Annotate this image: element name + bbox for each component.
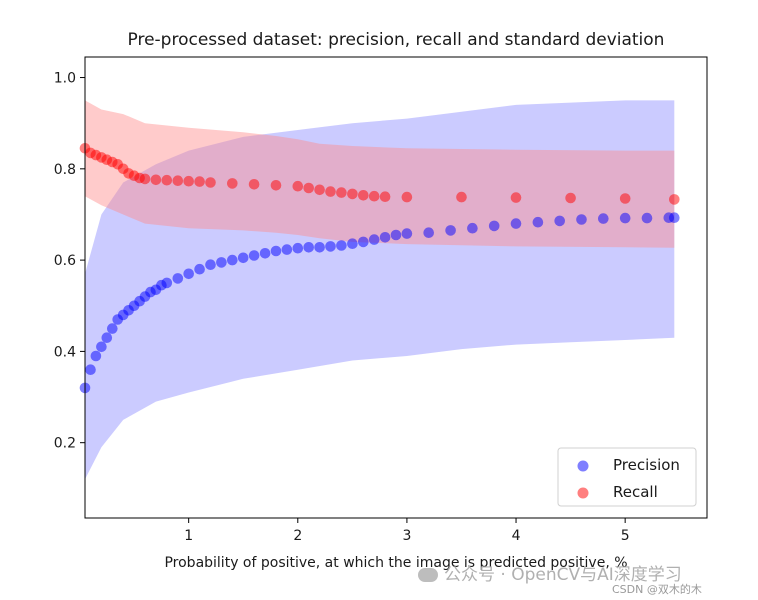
precision-point — [259, 248, 271, 259]
precision-point — [85, 364, 96, 376]
y-tick-label: 0.8 — [54, 162, 76, 178]
precision-point — [292, 242, 304, 254]
precision-point — [358, 236, 369, 248]
x-tick-label: 4 — [512, 528, 521, 544]
x-tick-label: 2 — [293, 528, 302, 544]
recall-point — [172, 175, 184, 186]
precision-point — [161, 277, 173, 289]
y-tick-label: 1.0 — [54, 71, 76, 87]
watermark-wechat: 公众号 · OpenCV与AI深度学习 — [418, 560, 682, 585]
precision-point — [205, 259, 216, 271]
precision-point — [172, 273, 184, 284]
x-axis-label: Probability of positive, at which the im… — [164, 555, 627, 571]
recall-point — [194, 176, 205, 187]
plot-frame — [84, 56, 708, 519]
std-bands — [85, 100, 675, 480]
precision-point — [401, 228, 413, 239]
recall-point — [456, 191, 467, 203]
chart-title: Pre-processed dataset: precision, recall… — [128, 30, 665, 50]
axis-ticks: 1 2 3 4 5 0.2 0.4 0.6 0.8 1.0 — [54, 71, 630, 544]
legend-label-precision: Precision — [613, 456, 680, 474]
recall-point — [619, 193, 631, 204]
precision-point — [576, 214, 587, 225]
precision-point — [314, 242, 325, 253]
recall-point — [314, 184, 325, 196]
precision-point — [237, 252, 249, 264]
recall-point — [248, 179, 260, 190]
precision-point — [107, 323, 118, 334]
precision-point — [101, 332, 113, 344]
wechat-icon — [418, 568, 438, 582]
precision-point — [227, 254, 238, 266]
y-tick-label: 0.2 — [54, 436, 76, 452]
x-tick-label: 1 — [184, 528, 193, 544]
precision-point — [423, 227, 435, 238]
precision-point — [445, 225, 456, 236]
precision-point — [96, 341, 107, 353]
watermark-csdn: CSDN @双木的木 — [612, 583, 702, 596]
precision-point — [467, 222, 478, 234]
std-band-recall — [85, 100, 675, 248]
recall-point — [292, 180, 304, 192]
recall-point — [303, 182, 315, 194]
recall-point — [669, 194, 680, 205]
precision-point — [532, 216, 544, 228]
precision-point — [281, 244, 293, 255]
recall-point — [510, 192, 522, 203]
precision-point — [641, 212, 653, 224]
precision-point — [303, 242, 315, 253]
precision-point — [270, 245, 282, 257]
precision-point — [90, 350, 102, 362]
recall-point — [325, 186, 336, 197]
precision-point — [194, 263, 205, 275]
precision-point — [216, 257, 227, 268]
recall-point — [205, 177, 216, 188]
precision-point — [488, 220, 500, 232]
precision-point — [379, 232, 391, 243]
recall-point — [379, 191, 391, 202]
precision-point — [183, 268, 194, 280]
std-band-precision — [85, 100, 675, 480]
data-points — [79, 143, 680, 394]
recall-point — [183, 175, 194, 187]
recall-point — [150, 174, 162, 186]
recall-point — [336, 187, 347, 198]
x-tick-label: 3 — [402, 528, 411, 544]
recall-point — [270, 180, 282, 191]
x-tick-label: 5 — [621, 528, 630, 544]
precision-point — [669, 212, 680, 223]
precision-point — [598, 213, 609, 224]
precision-point — [325, 241, 336, 252]
precision-point — [336, 240, 347, 251]
y-tick-label: 0.6 — [54, 253, 76, 269]
precision-point — [368, 234, 380, 245]
y-tick-label: 0.4 — [54, 344, 76, 360]
legend: Precision Recall — [557, 447, 697, 507]
recall-point — [347, 188, 358, 200]
recall-point — [401, 191, 413, 203]
watermark-line1: 公众号 · OpenCV与AI深度学习 — [444, 565, 682, 585]
recall-point — [227, 178, 238, 189]
legend-marker-recall — [577, 487, 589, 499]
precision-point — [347, 238, 358, 249]
precision-point — [390, 229, 402, 241]
legend-marker-precision — [577, 460, 589, 472]
recall-point — [139, 173, 151, 185]
recall-point — [368, 190, 380, 202]
legend-label-recall: Recall — [613, 483, 658, 501]
precision-point — [619, 212, 631, 224]
recall-point — [161, 174, 173, 186]
precision-point — [510, 218, 522, 229]
precision-point — [554, 215, 565, 227]
recall-point — [358, 190, 369, 201]
recall-point — [565, 192, 576, 204]
precision-point — [248, 250, 260, 261]
legend-box — [557, 447, 697, 507]
